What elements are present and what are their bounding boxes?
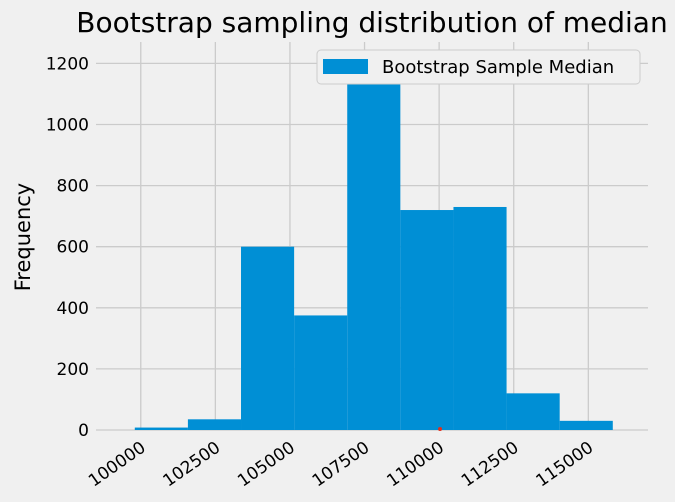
histogram-bars	[134, 57, 613, 431]
histogram-bar-2	[241, 246, 295, 430]
y-tick-label: 1200	[46, 54, 89, 74]
legend-box	[316, 49, 641, 85]
y-tick-label: 0	[78, 421, 89, 441]
chart-title: Bootstrap sampling distribution of media…	[76, 6, 667, 39]
y-tick-label: 200	[57, 360, 89, 380]
marker-layer	[438, 427, 443, 431]
y-tick-labels: 0 200 400 600 800 1000 1200	[46, 54, 89, 441]
y-tick-label: 600	[57, 238, 89, 258]
legend-swatch	[323, 59, 368, 74]
median-marker	[438, 427, 443, 431]
histogram-bar-5	[400, 210, 454, 430]
histogram-bar-8	[559, 420, 613, 430]
legend-label: Bootstrap Sample Median	[382, 57, 614, 78]
histogram-bar-6	[453, 206, 507, 430]
y-axis-label: Frequency	[11, 183, 35, 292]
y-tick-label: 400	[57, 299, 89, 319]
histogram-bar-1	[187, 419, 242, 430]
histogram-bar-4	[347, 57, 401, 431]
histogram-bar-0	[134, 427, 188, 430]
y-tick-label: 1000	[46, 115, 89, 135]
y-tick-label: 800	[57, 177, 89, 197]
histogram-bar-3	[294, 315, 348, 430]
legend: Bootstrap Sample Median	[316, 49, 641, 85]
histogram-bar-7	[506, 393, 560, 430]
